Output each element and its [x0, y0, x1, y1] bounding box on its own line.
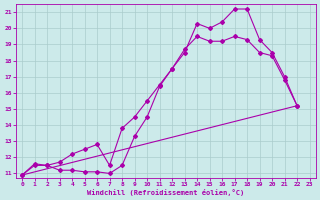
X-axis label: Windchill (Refroidissement éolien,°C): Windchill (Refroidissement éolien,°C) [87, 189, 244, 196]
